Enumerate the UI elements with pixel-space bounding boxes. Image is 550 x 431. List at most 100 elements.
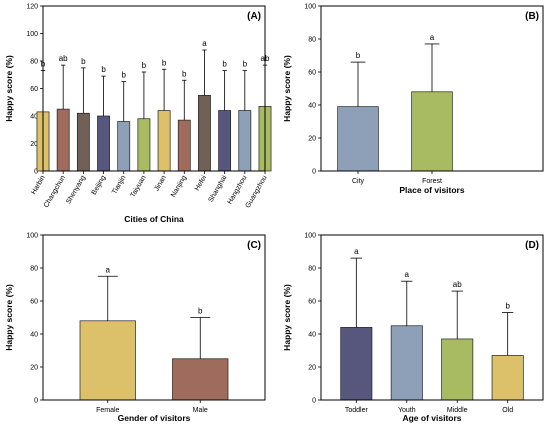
x-tick-label: Jinan (153, 174, 167, 192)
x-tick-label: Guangzhou (245, 174, 269, 209)
y-tick-label: 100 (304, 4, 316, 11)
panel-label: (B) (525, 11, 539, 22)
y-tick-label: 0 (34, 398, 38, 405)
y-tick-label: 20 (308, 365, 316, 372)
x-tick-label: Youth (398, 407, 416, 414)
significance-letter: a (405, 270, 410, 279)
plot-frame (320, 234, 544, 401)
significance-letter: b (162, 58, 167, 67)
y-axis-label: Happy score (%) (4, 284, 14, 351)
x-axis-label: Age of visitors (402, 413, 461, 423)
significance-letter: a (202, 39, 207, 48)
bar (172, 358, 229, 401)
y-tick-label: 40 (30, 332, 38, 339)
y-tick-label: 0 (312, 398, 316, 405)
significance-letter: ab (59, 54, 68, 63)
y-tick-label: 80 (308, 266, 316, 273)
x-tick-label: Hefei (194, 174, 208, 192)
plot-frame (42, 234, 266, 401)
y-tick-label: 40 (308, 332, 316, 339)
y-tick-label: 60 (308, 70, 316, 77)
x-tick-label: Nanjing (170, 174, 188, 198)
bar (137, 118, 151, 172)
y-tick-label: 120 (26, 4, 38, 11)
bar (117, 121, 131, 172)
y-tick-label: 80 (308, 37, 316, 44)
x-tick-label: Changchun (43, 174, 67, 209)
bar (337, 106, 379, 172)
significance-letter: b (122, 71, 127, 80)
bar (218, 110, 232, 172)
x-tick-label: Shanghai (208, 174, 229, 204)
x-axis-label: Cities of China (124, 214, 184, 224)
bar (97, 115, 110, 172)
y-tick-label: 20 (308, 136, 316, 143)
bar (238, 110, 252, 172)
bar (157, 110, 171, 172)
x-tick-label: Female (96, 407, 119, 414)
bar (411, 91, 453, 172)
panel-label: (A) (247, 11, 261, 22)
x-tick-label: Shenyang (65, 174, 87, 205)
x-tick-label: City (352, 178, 365, 185)
y-tick-label: 100 (26, 31, 38, 38)
y-tick-label: 60 (30, 86, 38, 93)
chart-panel-3: 0 20 40 60 80 100 a Female b Male (C) Happy score (… (4, 233, 266, 423)
x-axis-label: Gender of visitors (118, 413, 191, 423)
y-tick-label: 40 (308, 103, 316, 110)
bar (56, 108, 70, 172)
x-tick-label: Harbin (30, 174, 46, 195)
significance-letter: b (356, 51, 361, 60)
y-tick-label: 80 (30, 59, 38, 66)
x-tick-label: Forest (422, 178, 442, 185)
significance-letter: b (505, 302, 510, 311)
plot-frame (320, 5, 544, 172)
x-tick-label: Tianjin (111, 174, 127, 195)
y-tick-label: 20 (30, 141, 38, 148)
chart-panel-4: 0 20 40 60 80 100 a Toddler a Youth ab Middle b Old (D… (282, 233, 544, 423)
significance-letter: b (81, 57, 86, 66)
bar (491, 355, 524, 401)
y-tick-label: 60 (30, 299, 38, 306)
significance-letter: b (222, 60, 227, 69)
chart-panel-1: 020406080100120bHarbinabChangchunbShenya… (4, 4, 272, 224)
significance-letter: b (142, 61, 147, 70)
x-tick-label: Middle (447, 407, 468, 414)
bar (441, 338, 474, 401)
y-axis-label: Happy score (%) (4, 55, 14, 122)
panel-label: (C) (247, 240, 261, 251)
significance-letter: b (101, 65, 106, 74)
bar (340, 327, 373, 401)
y-tick-label: 0 (312, 169, 316, 176)
x-tick-label: Beijing (91, 174, 108, 196)
bar (390, 325, 423, 401)
y-tick-label: 100 (304, 233, 316, 240)
bar (76, 112, 90, 172)
x-tick-label: Taiyuan (130, 174, 148, 198)
y-tick-label: 100 (26, 233, 38, 240)
bar (198, 95, 211, 172)
y-tick-label: 40 (30, 114, 38, 121)
x-axis-label: Place of visitors (399, 185, 464, 195)
plot-frame (42, 5, 266, 172)
y-tick-label: 20 (30, 365, 38, 372)
y-axis-label: Happy score (%) (282, 284, 292, 351)
significance-letter: b (198, 307, 203, 316)
significance-letter: a (430, 33, 435, 42)
significance-letter: ab (453, 280, 462, 289)
bar (79, 320, 136, 401)
x-tick-label: Toddler (345, 407, 369, 414)
y-tick-label: 80 (30, 266, 38, 273)
x-tick-label: Hangzhou (227, 174, 249, 205)
panel-label: (D) (525, 240, 539, 251)
significance-letter: a (354, 247, 359, 256)
x-tick-label: Male (193, 407, 208, 414)
significance-letter: b (182, 69, 187, 78)
bar (177, 119, 191, 172)
chart-panel-2: 0 20 40 60 80 100 b City a Forest (B) Happy score (… (282, 4, 544, 195)
significance-letter: a (106, 265, 111, 274)
significance-letter: b (243, 60, 248, 69)
x-tick-label: Old (502, 407, 513, 414)
y-tick-label: 60 (308, 299, 316, 306)
